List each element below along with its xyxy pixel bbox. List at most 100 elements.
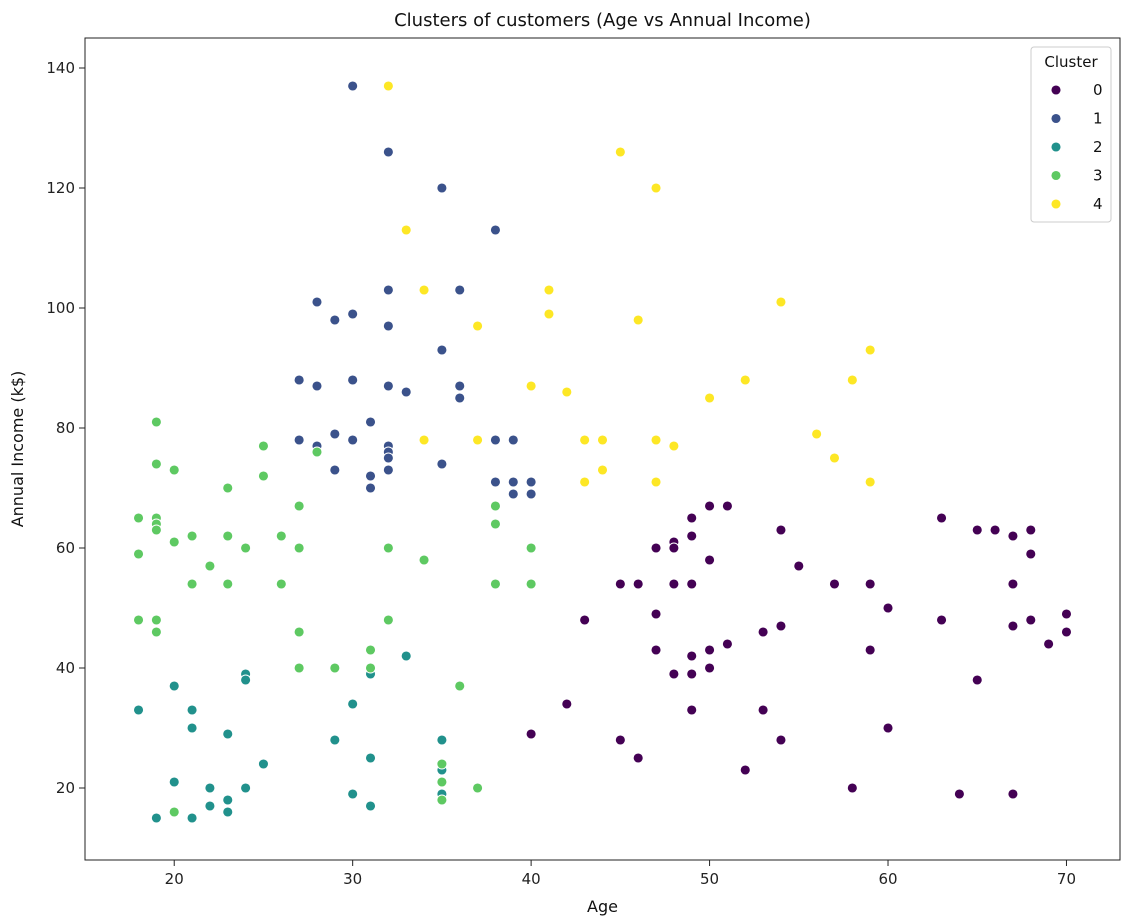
data-point-cluster-1: [329, 464, 341, 476]
data-point-cluster-1: [400, 386, 412, 398]
data-point-cluster-3: [186, 578, 198, 590]
data-point-cluster-0: [971, 524, 983, 536]
data-point-cluster-0: [1007, 578, 1019, 590]
x-axis-label: Age: [587, 897, 618, 916]
data-point-cluster-2: [329, 734, 341, 746]
data-point-cluster-0: [757, 626, 769, 638]
data-point-cluster-0: [846, 782, 858, 794]
data-point-cluster-3: [257, 440, 269, 452]
data-point-cluster-3: [525, 542, 537, 554]
data-point-cluster-3: [240, 542, 252, 554]
data-point-cluster-3: [418, 554, 430, 566]
data-point-cluster-0: [704, 644, 716, 656]
legend: Cluster 0 1 2 3 4: [1030, 46, 1112, 223]
data-point-cluster-1: [507, 476, 519, 488]
x-tick-label: 50: [700, 870, 719, 888]
data-point-cluster-3: [257, 470, 269, 482]
data-point-cluster-4: [739, 374, 751, 386]
legend-label: 2: [1093, 138, 1103, 156]
data-point-cluster-0: [775, 524, 787, 536]
data-point-cluster-1: [454, 284, 466, 296]
data-point-cluster-0: [704, 554, 716, 566]
data-point-cluster-0: [686, 704, 698, 716]
data-point-cluster-0: [686, 650, 698, 662]
data-point-cluster-3: [436, 776, 448, 788]
data-point-cluster-1: [365, 470, 376, 482]
data-point-cluster-0: [775, 620, 787, 632]
data-point-cluster-2: [400, 650, 412, 662]
data-point-cluster-0: [650, 608, 662, 620]
data-point-cluster-1: [489, 224, 501, 236]
legend-label: 3: [1093, 167, 1103, 185]
data-point-cluster-1: [454, 392, 466, 404]
data-point-cluster-1: [507, 434, 519, 446]
data-point-cluster-4: [650, 182, 662, 194]
data-point-cluster-4: [561, 386, 573, 398]
data-point-cluster-1: [365, 416, 376, 428]
y-tick-label: 140: [46, 59, 75, 77]
data-point-cluster-1: [489, 476, 501, 488]
data-point-cluster-2: [240, 674, 252, 686]
data-point-cluster-4: [400, 224, 412, 236]
x-tick-label: 70: [1057, 870, 1076, 888]
legend-label: 0: [1093, 81, 1103, 99]
legend-label: 1: [1093, 110, 1103, 128]
data-point-cluster-0: [882, 602, 894, 614]
data-point-cluster-0: [614, 578, 626, 590]
chart-title: Clusters of customers (Age vs Annual Inc…: [394, 10, 811, 31]
data-point-cluster-3: [329, 662, 341, 674]
data-point-cluster-0: [936, 512, 948, 524]
data-point-cluster-3: [222, 482, 234, 494]
legend-marker: [1050, 198, 1062, 210]
data-point-cluster-3: [489, 500, 501, 512]
data-point-cluster-4: [650, 434, 662, 446]
data-point-cluster-1: [454, 380, 466, 392]
data-point-cluster-4: [579, 434, 591, 446]
data-point-cluster-4: [418, 284, 430, 296]
data-point-cluster-4: [579, 476, 591, 488]
data-point-cluster-0: [757, 704, 769, 716]
data-point-cluster-3: [133, 548, 144, 560]
data-point-cluster-3: [150, 614, 162, 626]
data-point-cluster-1: [436, 344, 448, 356]
data-point-cluster-2: [436, 734, 448, 746]
data-point-cluster-1: [489, 434, 501, 446]
legend-label: 4: [1093, 195, 1103, 213]
data-point-cluster-0: [721, 638, 733, 650]
legend-marker: [1050, 170, 1062, 181]
data-point-cluster-4: [704, 392, 716, 404]
y-tick-label: 60: [56, 539, 75, 557]
legend-marker: [1050, 84, 1062, 96]
data-point-cluster-0: [704, 500, 716, 512]
data-point-cluster-2: [347, 788, 359, 800]
data-point-cluster-3: [525, 578, 537, 590]
data-point-cluster-1: [507, 488, 519, 500]
data-point-cluster-0: [686, 578, 698, 590]
data-point-cluster-1: [347, 434, 359, 446]
data-point-cluster-3: [436, 758, 448, 770]
data-point-cluster-1: [329, 428, 341, 440]
data-point-cluster-0: [971, 674, 983, 686]
data-point-cluster-4: [597, 464, 608, 476]
data-point-cluster-0: [1061, 626, 1072, 638]
data-point-cluster-4: [597, 434, 608, 446]
data-point-cluster-3: [186, 530, 198, 542]
data-point-cluster-2: [365, 800, 376, 812]
data-point-cluster-3: [311, 446, 323, 458]
data-point-cluster-4: [829, 452, 840, 464]
data-point-cluster-0: [1007, 788, 1019, 800]
data-point-cluster-0: [579, 614, 591, 626]
data-point-cluster-0: [739, 764, 751, 776]
data-point-cluster-3: [365, 644, 376, 656]
data-point-cluster-0: [793, 560, 805, 572]
data-point-cluster-0: [864, 578, 876, 590]
data-point-cluster-3: [150, 458, 162, 470]
y-tick-label: 100: [46, 299, 75, 317]
legend-title: Cluster: [1044, 53, 1098, 71]
data-point-cluster-3: [133, 614, 144, 626]
data-point-cluster-1: [347, 308, 359, 320]
data-point-cluster-2: [133, 704, 144, 716]
data-point-cluster-1: [347, 374, 359, 386]
data-point-cluster-1: [525, 488, 537, 500]
